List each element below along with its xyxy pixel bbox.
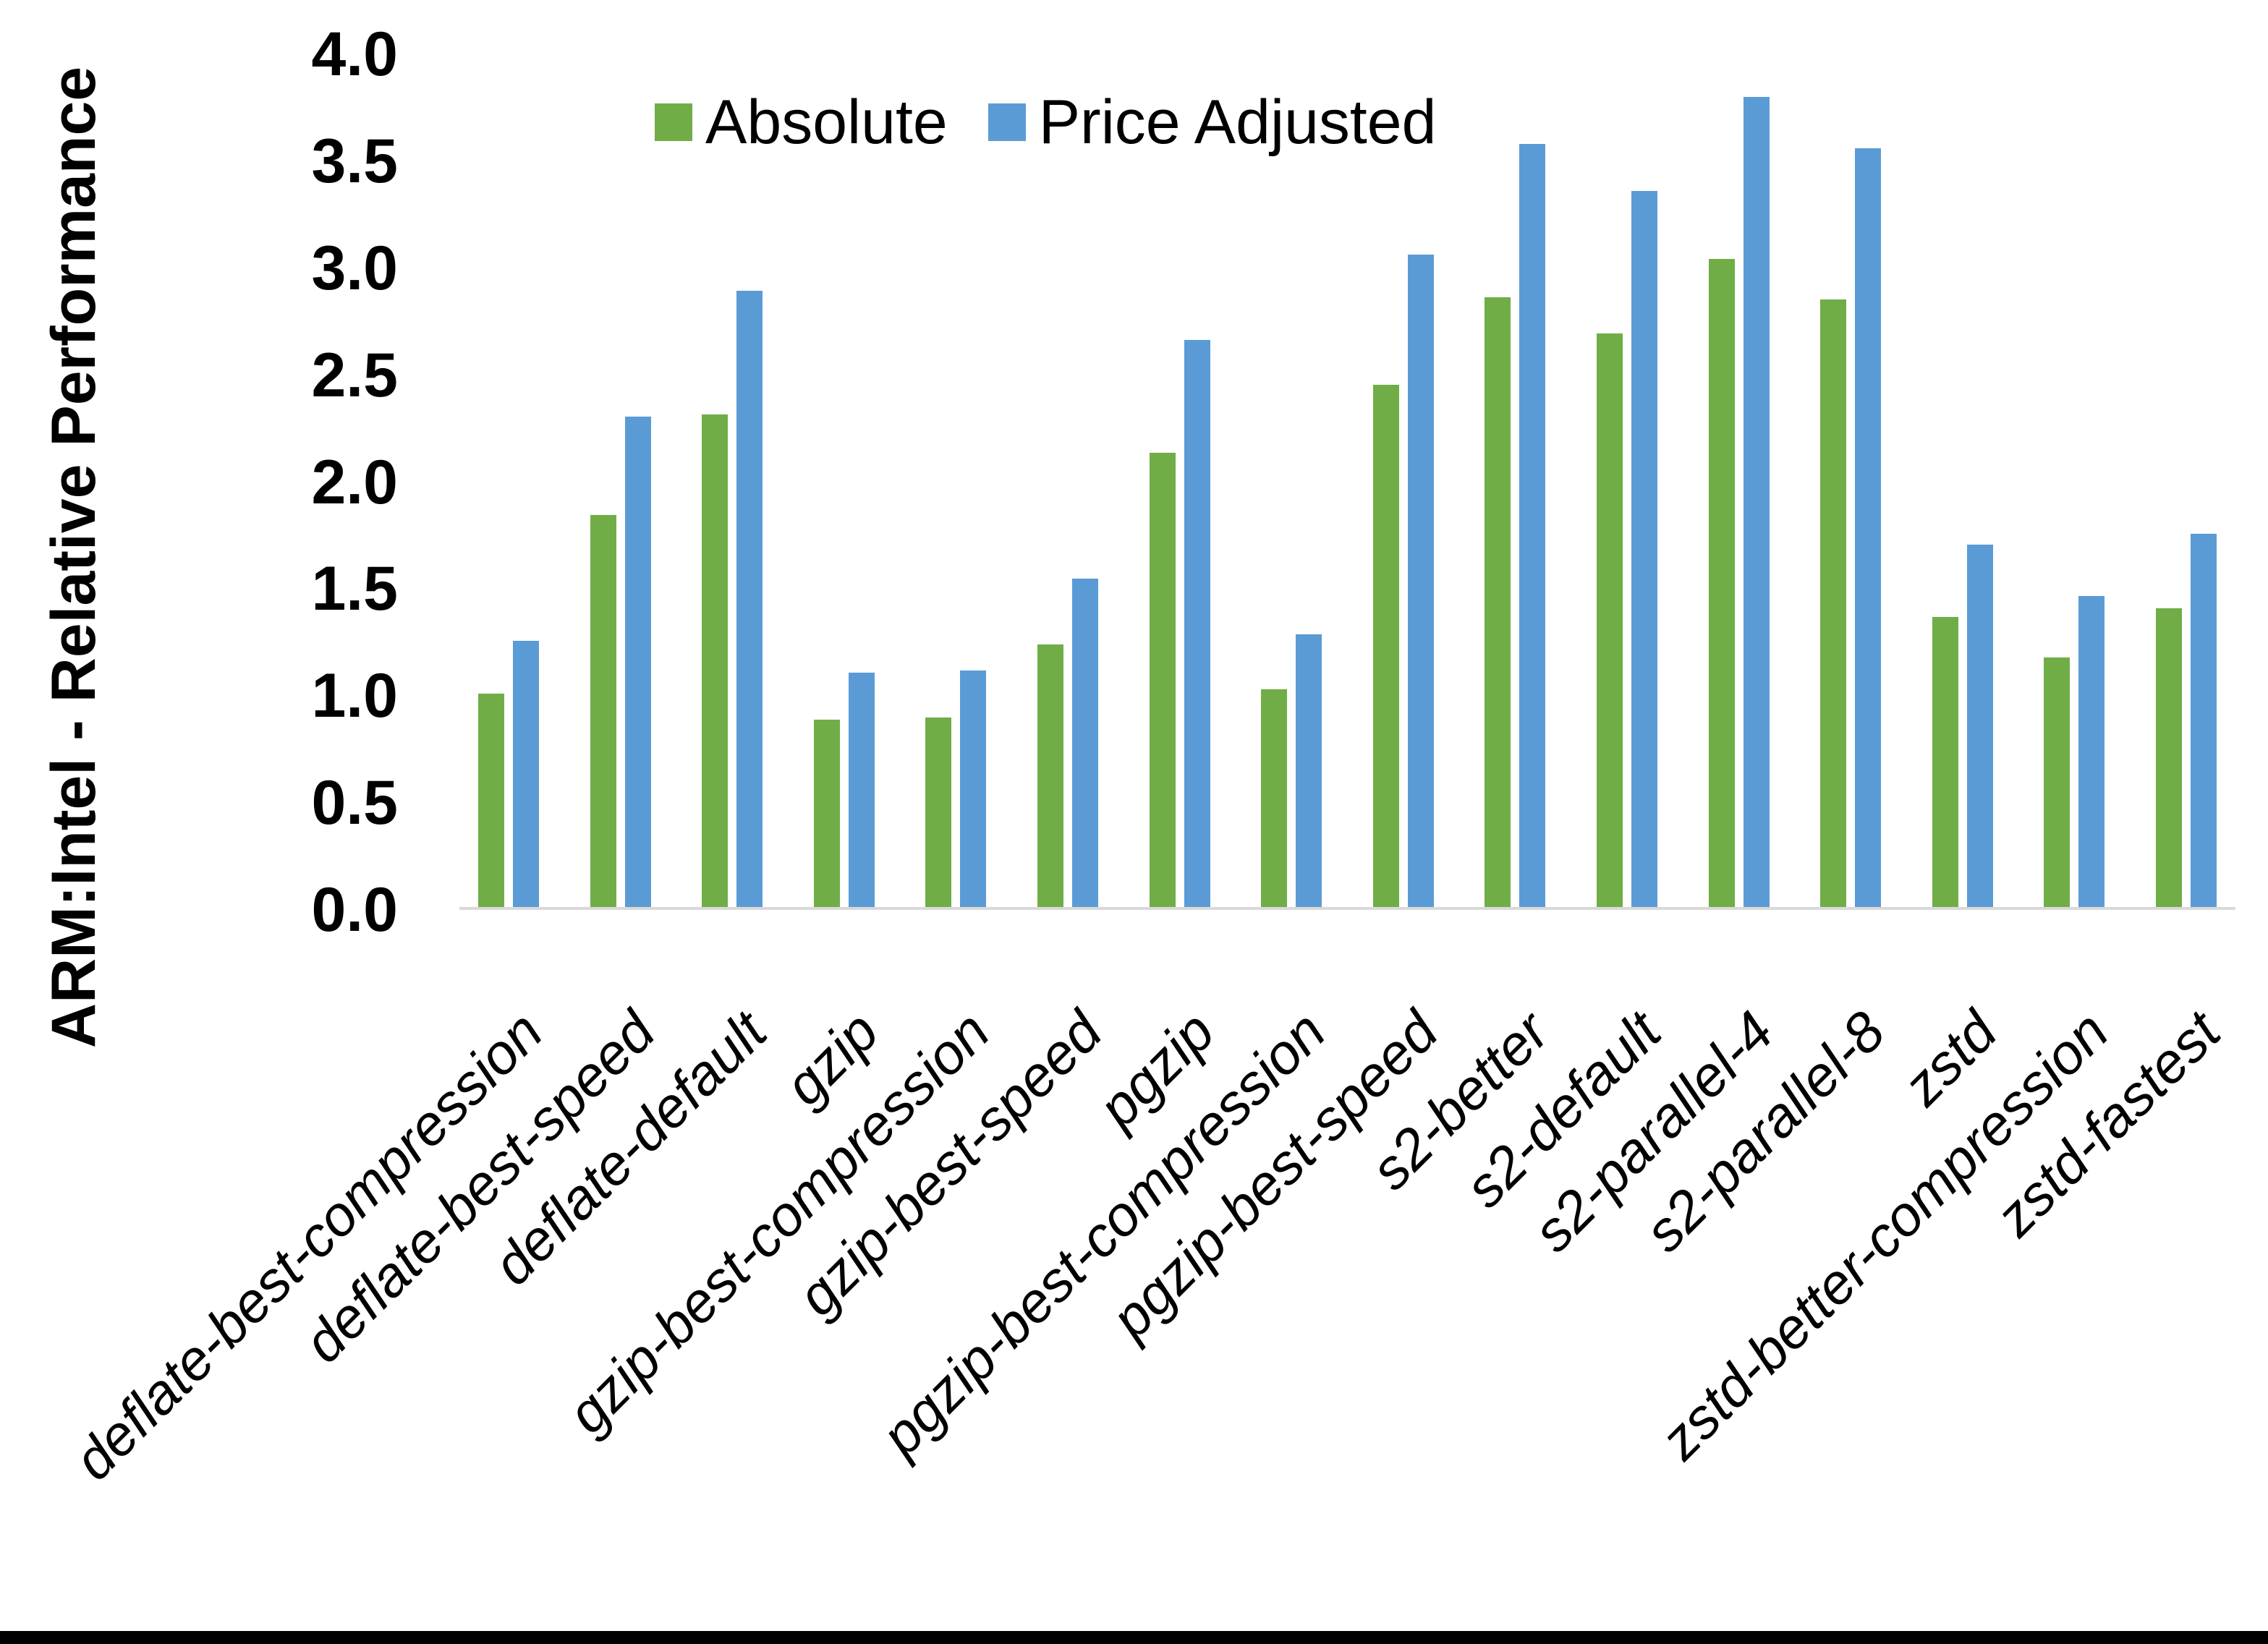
- bar-price-adjusted-zstd-better-compression: [2078, 595, 2105, 907]
- bar-group-pgzip-best-compression: [1261, 54, 1322, 907]
- bar-group-gzip-best-compression: [925, 54, 987, 907]
- bar-group-zstd-better-compression: [2044, 54, 2105, 907]
- bar-price-adjusted-deflate-best-speed: [624, 417, 651, 907]
- bar-absolute-s2-parallel-4: [1708, 258, 1735, 907]
- bar-group-pgzip-best-speed: [1372, 54, 1434, 907]
- bar-absolute-zstd-fastest: [2155, 608, 2182, 907]
- bar-group-deflate-best-speed: [590, 54, 651, 907]
- bar-price-adjusted-gzip-best-speed: [1071, 579, 1098, 907]
- bar-price-adjusted-s2-default: [1631, 190, 1657, 907]
- bar-price-adjusted-deflate-default: [736, 291, 763, 907]
- bar-absolute-s2-parallel-8: [1820, 299, 1847, 907]
- bar-absolute-zstd: [1932, 617, 1958, 907]
- bar-absolute-pgzip: [1149, 453, 1176, 907]
- y-tick-label-2.0: 2.0: [311, 447, 398, 517]
- bar-price-adjusted-zstd-fastest: [2190, 534, 2217, 907]
- bar-group-gzip: [813, 54, 875, 907]
- y-tick-label-1.0: 1.0: [311, 661, 398, 731]
- bar-absolute-s2-better: [1485, 297, 1511, 907]
- bar-price-adjusted-s2-better: [1519, 143, 1546, 907]
- bar-group-s2-parallel-8: [1820, 54, 1882, 907]
- legend-item-absolute: Absolute: [655, 91, 948, 153]
- legend: Absolute Price Adjusted: [655, 91, 1436, 153]
- bar-absolute-pgzip-best-compression: [1261, 689, 1288, 907]
- bar-absolute-zstd-better-compression: [2044, 657, 2070, 907]
- bar-group-zstd: [1932, 54, 1993, 907]
- bar-group-deflate-default: [702, 54, 763, 907]
- y-tick-label-3.5: 3.5: [311, 126, 398, 196]
- y-tick-label-3.0: 3.0: [311, 233, 398, 303]
- bar-group-zstd-fastest: [2155, 54, 2217, 907]
- legend-label: Price Adjusted: [1038, 88, 1437, 157]
- bar-group-deflate-best-compression: [478, 54, 539, 907]
- bar-group-s2-parallel-4: [1708, 54, 1770, 907]
- y-tick-label-1.5: 1.5: [311, 554, 398, 624]
- plot-area: [459, 54, 2235, 910]
- bar-absolute-deflate-best-speed: [590, 514, 616, 907]
- bar-price-adjusted-zstd: [1966, 544, 1993, 907]
- bar-price-adjusted-gzip: [848, 672, 875, 907]
- x-category-label-text: deflate-best-compression: [61, 999, 555, 1492]
- bar-absolute-deflate-best-compression: [478, 694, 504, 907]
- bar-group-s2-better: [1485, 54, 1546, 907]
- bar-absolute-pgzip-best-speed: [1372, 384, 1399, 907]
- bar-price-adjusted-pgzip: [1184, 339, 1210, 907]
- y-tick-label-4.0: 4.0: [311, 20, 398, 89]
- bar-absolute-gzip-best-compression: [925, 717, 952, 907]
- bar-group-s2-default: [1596, 54, 1657, 907]
- y-tick-label-2.5: 2.5: [311, 340, 398, 410]
- legend-item-price-adjusted: Price Adjusted: [988, 88, 1437, 157]
- bar-absolute-deflate-default: [702, 414, 729, 907]
- legend-swatch-icon: [988, 103, 1026, 141]
- bar-price-adjusted-s2-parallel-4: [1743, 96, 1770, 907]
- bar-group-pgzip: [1149, 54, 1210, 907]
- bar-price-adjusted-pgzip-best-compression: [1296, 634, 1322, 907]
- y-tick-label-0.0: 0.0: [311, 875, 398, 945]
- bar-price-adjusted-s2-parallel-8: [1855, 148, 1882, 907]
- bar-absolute-s2-default: [1596, 333, 1623, 907]
- y-axis-tick-labels: 0.0 0.5 1.0 1.5 2.0 2.5 3.0 3.5 4.0: [0, 23, 405, 941]
- y-tick-label-0.5: 0.5: [311, 768, 398, 838]
- bar-price-adjusted-gzip-best-compression: [960, 670, 987, 907]
- legend-label: Absolute: [705, 88, 948, 157]
- legend-swatch-icon: [655, 103, 692, 141]
- bar-price-adjusted-deflate-best-compression: [513, 640, 539, 907]
- bar-group-gzip-best-speed: [1037, 54, 1098, 907]
- bar-absolute-gzip: [813, 719, 840, 907]
- bar-absolute-gzip-best-speed: [1037, 644, 1063, 907]
- bar-price-adjusted-pgzip-best-speed: [1407, 255, 1434, 907]
- bottom-border-line: [0, 1631, 2268, 1644]
